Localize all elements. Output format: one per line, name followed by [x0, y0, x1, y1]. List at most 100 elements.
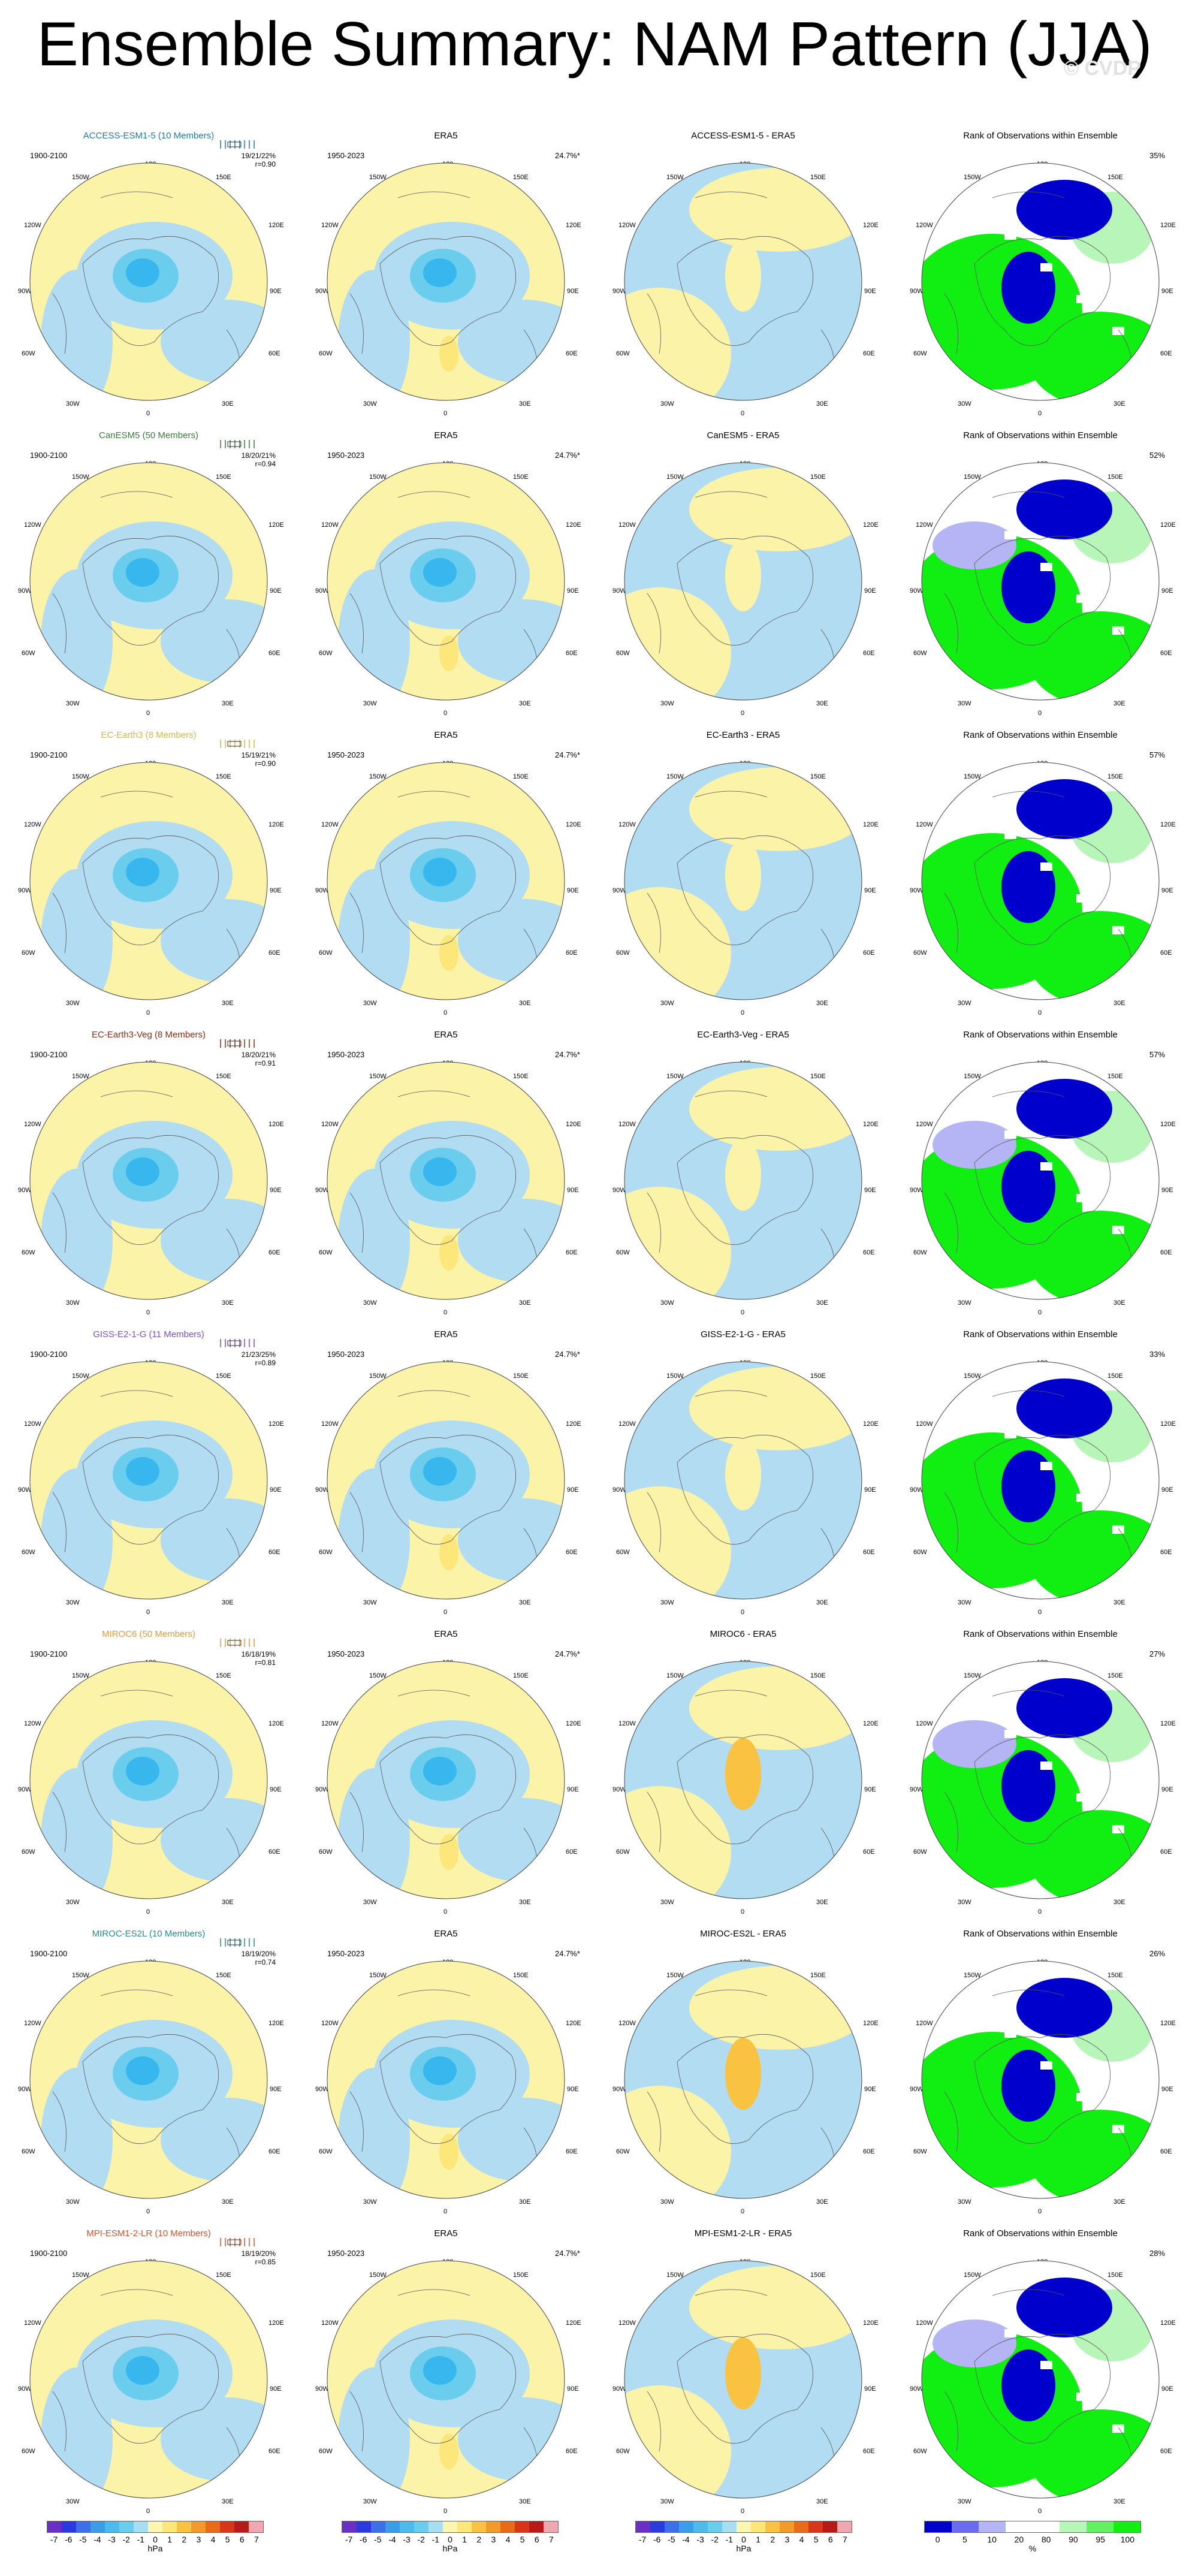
longitude-label: 90W [18, 2385, 32, 2393]
colorbar-tick-label: 5 [520, 2535, 525, 2544]
negative-contour-4 [126, 858, 159, 886]
map-boundary [624, 1960, 862, 2199]
rank-white-cell [968, 1099, 980, 1107]
longitude-label: 120W [618, 1121, 636, 1128]
longitude-label: 90E [864, 1786, 876, 1793]
longitude-label: 60E [566, 650, 578, 657]
colorbar-swatch [751, 2521, 765, 2532]
longitude-label: 90E [270, 1786, 282, 1793]
longitude-label: 120W [24, 521, 41, 529]
polar-map [327, 1061, 565, 1300]
colorbar-swatch [1006, 2521, 1033, 2532]
longitude-label: 120E [863, 521, 879, 529]
map-boundary [624, 1661, 862, 1899]
longitude-label: 30W [660, 700, 674, 707]
longitude-label: 30W [363, 1599, 377, 1606]
longitude-label: 150E [216, 773, 231, 780]
longitude-label: 0 [1038, 1009, 1042, 1016]
rank-white-cell [1076, 1194, 1088, 1202]
rank-white-cell [1040, 263, 1052, 272]
longitude-label: 60E [863, 1549, 875, 1556]
longitude-label: 60E [566, 1249, 578, 1256]
coastline [379, 835, 517, 945]
rank-white-cell [1004, 2329, 1016, 2337]
colorbar-swatch [206, 2521, 220, 2532]
period-label: 1950-2023 [327, 1050, 365, 1059]
panel-title: EC-Earth3 - ERA5 [706, 730, 780, 740]
map-boundary [29, 462, 268, 701]
longitude-label: 150E [1107, 1073, 1123, 1080]
colorbar-tick-label: -1 [725, 2535, 734, 2544]
longitude-label: 150W [72, 1672, 89, 1679]
variance-range: 18/19/20% [241, 2249, 276, 2258]
longitude-label: 30E [816, 700, 828, 707]
longitude-label: 90E [270, 2385, 282, 2393]
ensemble-spread-glyph [220, 1938, 255, 1947]
colorbar-rank: 0 5 10 20 80 90 95 100% [924, 2521, 1141, 2563]
pattern-correlation: r=0.94 [255, 460, 276, 468]
ensemble-spread-glyph [220, 2238, 255, 2246]
longitude-label: 30W [958, 400, 971, 408]
rank-white-cell [1112, 926, 1124, 934]
longitude-label: 90E [567, 2385, 579, 2393]
variance-range: 18/19/20% [241, 1950, 276, 1958]
longitude-label: 30E [816, 400, 828, 408]
map-panel-diff: ACCESS-ESM1-5 - ERA5180150W150E120W120E9… [594, 120, 892, 420]
longitude-label: 90W [910, 2385, 924, 2393]
longitude-label: 150W [72, 1972, 89, 1979]
longitude-label: 30W [958, 1899, 971, 1906]
longitude-label: 60W [22, 1848, 35, 1856]
longitude-label: 30E [1113, 1899, 1125, 1906]
longitude-label: 120W [321, 222, 339, 229]
longitude-label: 60W [22, 2148, 35, 2155]
panel-title: ACCESS-ESM1-5 (10 Members) [83, 131, 215, 141]
longitude-label: 60W [616, 2448, 630, 2455]
colorbar-swatch [486, 2521, 500, 2532]
colorbar-tick-label: 10 [987, 2535, 997, 2544]
map-panel-model: EC-Earth3 (8 Members) 1900-2100 15/19/21% r… [0, 719, 297, 1019]
coastline [677, 535, 814, 645]
ensemble-spread-glyph [220, 140, 255, 149]
colorbar-swatch [457, 2521, 472, 2532]
longitude-label: 30E [519, 400, 531, 408]
longitude-label: 120E [863, 2020, 879, 2027]
positive-anomaly-core [725, 1139, 761, 1211]
colorbar-unit: hPa [736, 2544, 752, 2553]
colorbar-tick-label: -5 [374, 2535, 382, 2544]
polar-map [29, 2260, 268, 2499]
negative-contour-4 [423, 1757, 457, 1785]
longitude-label: 30W [363, 700, 377, 707]
coastline [974, 1434, 1111, 1545]
positive-anomaly-core [725, 2038, 761, 2110]
map-panel-diff: EC-Earth3 - ERA5180150W150E120W120E90W90… [594, 719, 892, 1019]
colorbar-tick-label: -7 [50, 2535, 58, 2544]
rank-low-region [1016, 779, 1112, 839]
longitude-label: 90E [1161, 2385, 1173, 2393]
longitude-label: 120E [268, 1420, 284, 1428]
rank-white-cell [968, 2297, 980, 2306]
longitude-label: 30W [958, 2198, 971, 2206]
rank-white-cell [968, 1698, 980, 1706]
longitude-label: 150W [666, 2272, 684, 2279]
longitude-label: 60W [616, 650, 630, 657]
positive-anomaly-region [689, 2266, 862, 2349]
watermark: © CVDP [1064, 57, 1141, 80]
ensemble-spread-glyph [220, 1639, 255, 1647]
longitude-label: 30E [1113, 700, 1125, 707]
longitude-label: 30E [222, 1299, 234, 1307]
coastline [379, 236, 517, 346]
longitude-label: 30W [660, 1599, 674, 1606]
positive-anomaly-core [439, 1834, 458, 1870]
longitude-label: 30W [660, 2198, 674, 2206]
longitude-label: 90W [910, 1187, 924, 1194]
polar-map [921, 162, 1160, 401]
longitude-label: 30W [66, 700, 80, 707]
colorbar-swatch [90, 2521, 105, 2532]
longitude-label: 90W [315, 1486, 329, 1494]
colorbar-center-left: -7 -6 -5 -4 -3 -2 -1 0 1 2 3 4 5 6 7 hPa [342, 2521, 559, 2563]
colorbar-ticks: 0 5 10 20 80 90 95 100 [924, 2533, 1141, 2544]
longitude-label: 150W [964, 473, 981, 481]
longitude-label: 0 [146, 1009, 150, 1016]
page-title: Ensemble Summary: NAM Pattern (JJA) [37, 10, 1152, 79]
rank-white-cell [1076, 595, 1088, 603]
